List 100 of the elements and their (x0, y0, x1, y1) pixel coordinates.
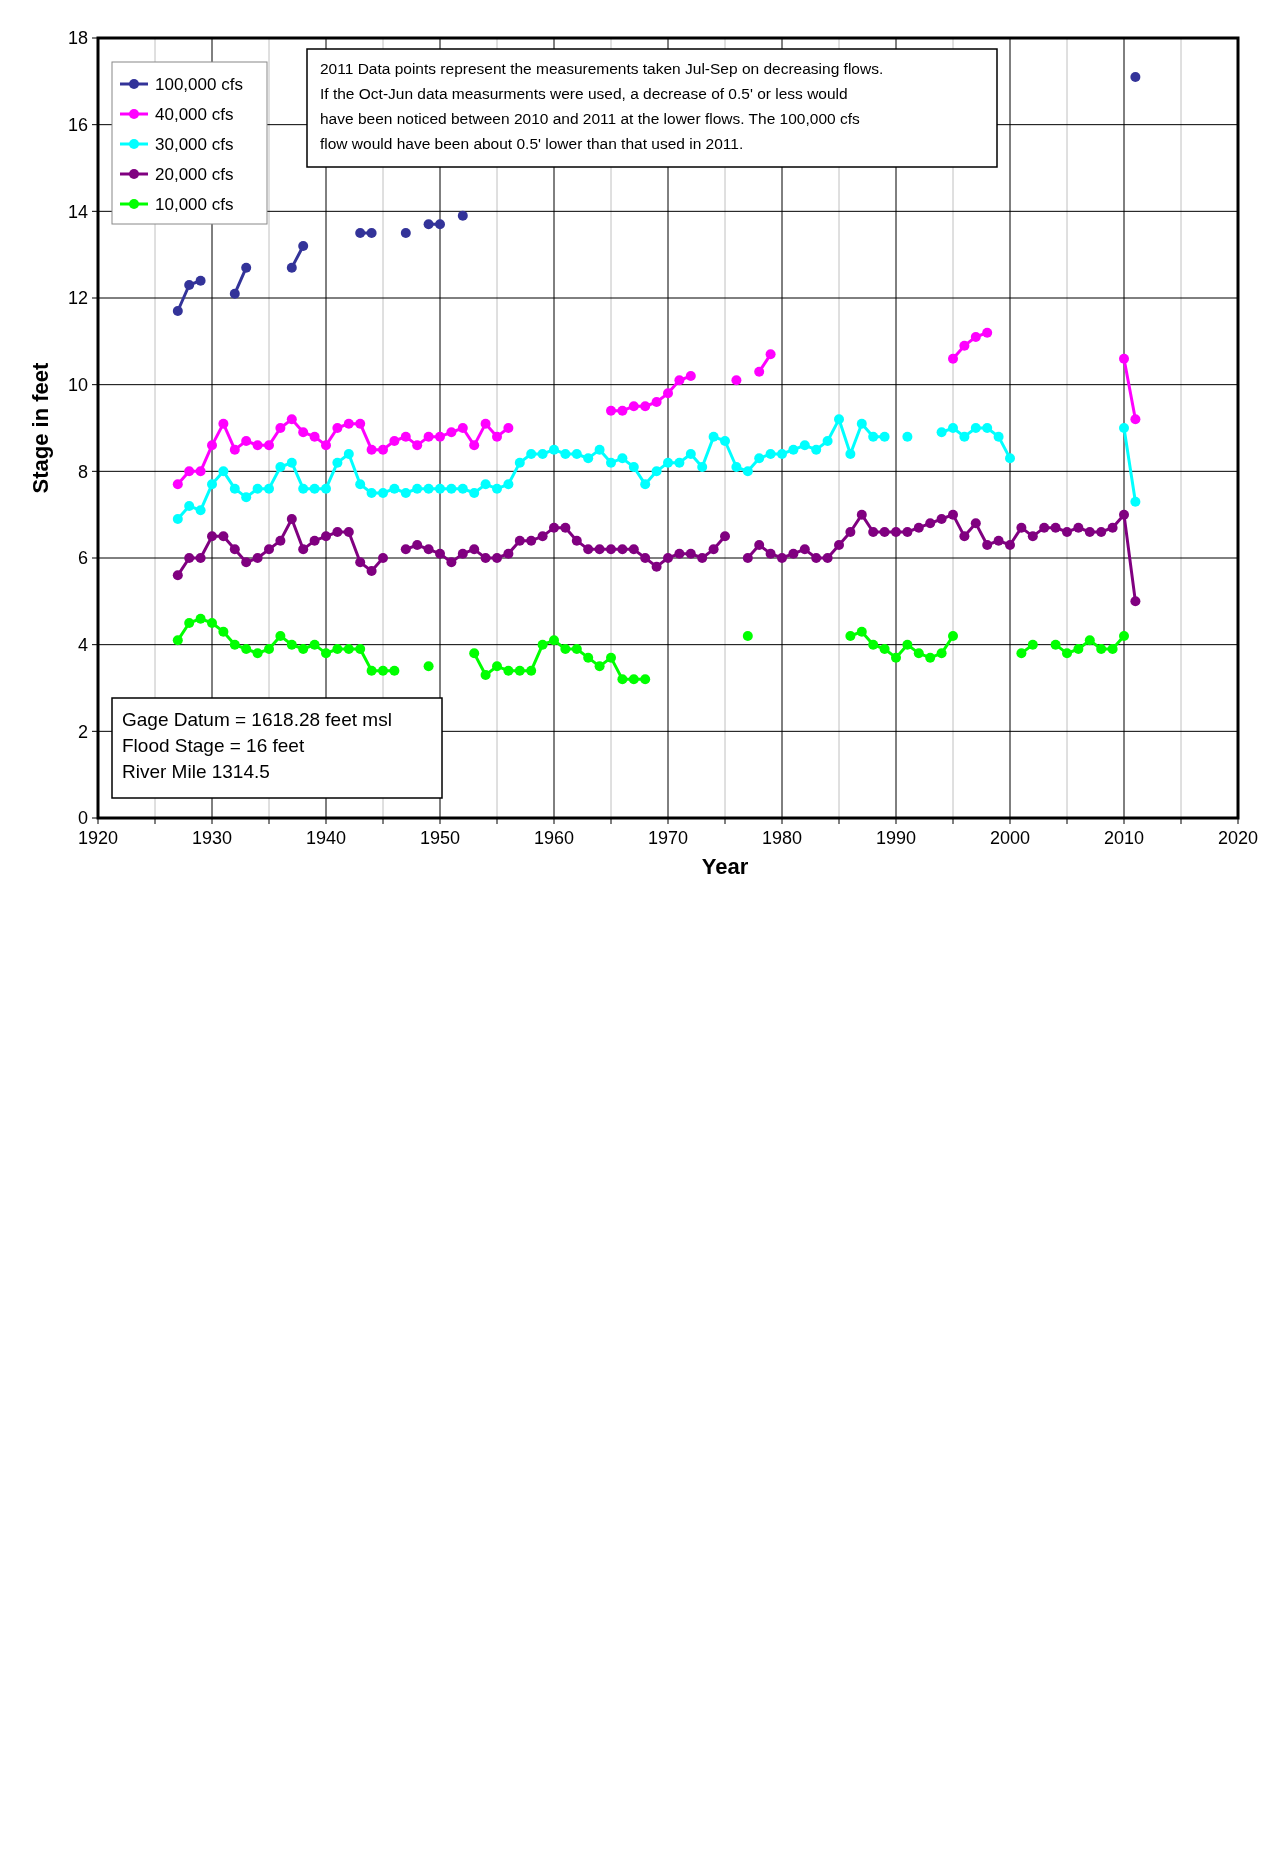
point (674, 375, 685, 386)
point (343, 644, 354, 654)
point (902, 639, 913, 650)
point (959, 340, 970, 351)
legend-label: 20,000 cfs (155, 164, 234, 184)
point (514, 665, 525, 676)
point (389, 665, 400, 676)
point (617, 674, 628, 685)
point (1073, 644, 1084, 654)
point (503, 423, 514, 433)
point (207, 618, 217, 628)
point (321, 440, 331, 451)
point (1027, 639, 1038, 650)
legend-label: 30,000 cfs (155, 134, 234, 154)
point (400, 431, 411, 442)
point (457, 210, 468, 221)
point (560, 644, 571, 654)
point (685, 371, 696, 381)
point (412, 440, 423, 451)
point (913, 648, 924, 659)
point (606, 405, 616, 416)
point (298, 241, 309, 251)
point (366, 444, 377, 455)
point (982, 327, 993, 338)
point (378, 665, 388, 676)
y-axis-title: Stage in feet (28, 361, 53, 494)
point (172, 306, 183, 316)
point (1084, 635, 1095, 646)
y-tick-label: 16 (67, 114, 88, 135)
point (628, 401, 639, 412)
point (765, 349, 776, 360)
point (651, 397, 662, 407)
point (366, 665, 377, 676)
point (423, 431, 434, 442)
point (172, 479, 183, 490)
x-tick-label: 1930 (191, 828, 233, 848)
y-tick-label: 10 (67, 374, 88, 395)
point (252, 440, 263, 451)
x-tick-label: 1960 (533, 828, 575, 848)
point (184, 618, 195, 628)
point (264, 440, 274, 451)
point (229, 444, 240, 455)
point (948, 353, 958, 364)
point (492, 431, 502, 442)
point (423, 661, 434, 672)
y-tick-label: 0 (77, 808, 88, 829)
y-tick-label: 14 (67, 201, 88, 222)
point (172, 635, 183, 646)
x-tick-label: 1950 (419, 828, 461, 848)
point (617, 405, 628, 416)
point (537, 639, 548, 650)
point (754, 366, 765, 377)
x-tick-label: 2010 (1103, 828, 1145, 848)
point (275, 631, 286, 641)
x-tick-label: 1980 (761, 828, 803, 848)
point (286, 414, 297, 425)
point (355, 228, 366, 238)
point (925, 652, 936, 663)
annotation: 2011 Data points represent the measurements taken Jul-Sep on decreasing flows. If the Oct-Jun data measurments were used, a decrease of 0.5' or less would have been noticed between 2010 and 2011 at the lower flows. The 100,000 cfs flow would have been about 0.5' lower than that used in 2011. (320, 60, 884, 152)
point (1096, 644, 1107, 654)
point (571, 644, 582, 654)
point (332, 644, 343, 654)
point (594, 661, 605, 672)
point (423, 219, 434, 230)
point (731, 375, 742, 386)
point (640, 401, 651, 412)
point (742, 631, 753, 641)
point (195, 613, 206, 624)
annotation: Gage Datum = 1618.28 feet msl (122, 709, 392, 730)
point (879, 644, 890, 654)
point (184, 280, 195, 290)
point (480, 418, 491, 429)
point (628, 674, 639, 685)
point (480, 670, 491, 680)
point (366, 228, 377, 238)
point (286, 639, 297, 650)
x-tick-label: 1920 (77, 828, 119, 848)
point (549, 635, 559, 646)
point (218, 626, 229, 637)
point (343, 418, 354, 429)
point (195, 466, 206, 477)
x-tick-label: 1990 (875, 828, 917, 848)
point (184, 466, 195, 477)
point (446, 427, 457, 438)
point (1107, 644, 1118, 654)
point (583, 652, 594, 663)
point (435, 219, 445, 230)
point (355, 418, 366, 429)
point (1119, 353, 1129, 364)
point (355, 644, 366, 654)
point (218, 418, 229, 429)
y-tick-label: 2 (77, 721, 88, 742)
point (286, 262, 297, 273)
point (640, 674, 651, 685)
point (469, 440, 480, 451)
x-tick-label: 2020 (1217, 828, 1259, 848)
legend-label: 40,000 cfs (155, 104, 234, 124)
point (663, 388, 673, 399)
point (389, 436, 400, 446)
point (492, 661, 502, 672)
